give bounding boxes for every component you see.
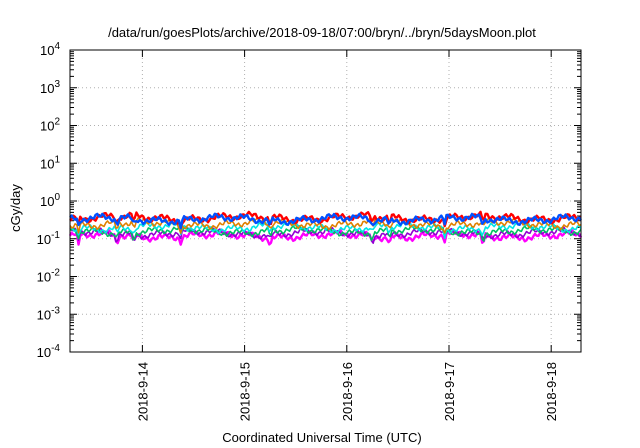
series-cyan-line [69,221,582,239]
y-tick-label: 102 [40,117,60,134]
x-tick-label: 2018-9-17 [442,362,457,421]
chart-title: /data/run/goesPlots/archive/2018-09-18/0… [108,25,536,40]
y-tick-label: 10-2 [37,268,61,285]
y-tick-label: 100 [40,192,60,209]
plot-frame [69,49,582,353]
grid [70,50,581,352]
x-tick-labels: 2018-9-14 2018-9-15 2018-9-16 2018-9-17 2018… [135,362,559,421]
y-tick-label: 101 [40,154,60,171]
y-tick-label: 10-1 [37,230,61,247]
series-group [68,210,583,246]
x-tick-label: 2018-9-15 [238,362,253,421]
ticks [70,49,581,353]
series-magenta-line [68,228,583,246]
x-tick-label: 2018-9-16 [340,362,355,421]
y-tick-label: 104 [40,41,60,58]
y-tick-label: 10-4 [37,343,61,360]
x-axis-label: Coordinated Universal Time (UTC) [222,430,421,445]
y-tick-label: 103 [40,79,60,96]
y-axis-label: cGy/day [8,184,23,232]
y-tick-label: 10-3 [37,305,61,322]
x-tick-label: 2018-9-18 [544,362,559,421]
series-blue-line [69,212,582,230]
x-tick-label: 2018-9-14 [135,362,150,421]
y-tick-labels: 10-4 10-3 10-2 10-1 100 101 102 103 104 [37,41,61,360]
